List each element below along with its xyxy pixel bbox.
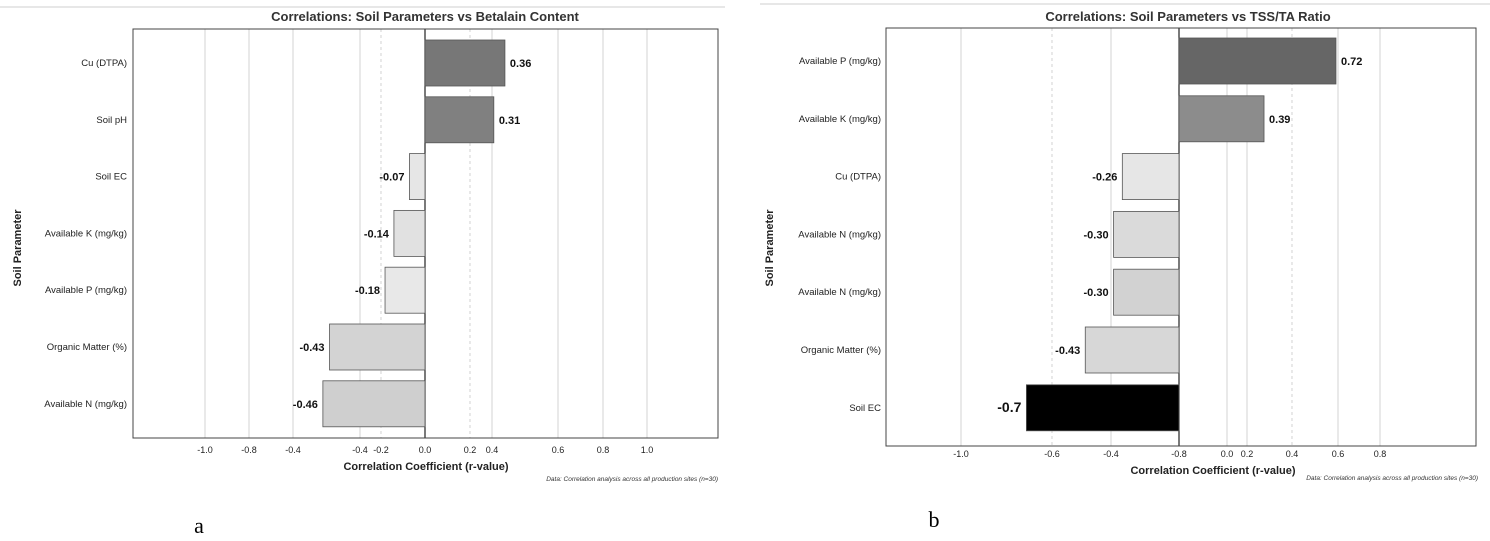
chart-a-tick-label: 0.2 — [464, 445, 477, 455]
chart-b-value-label: -0.43 — [1055, 345, 1080, 357]
chart-a-bar — [409, 153, 426, 201]
chart-a-tick-label: 0.4 — [486, 445, 499, 455]
chart-b-plot-frame — [885, 27, 1477, 447]
chart-b-category-label: Available K (mg/kg) — [799, 114, 881, 125]
chart-a-grid — [204, 29, 648, 438]
chart-b-tick-label: 0.0 — [1221, 449, 1234, 459]
chart-b-tick-label: -1.0 — [953, 449, 969, 459]
chart-b-value-labels: 0.72 0.39 -0.26 -0.30 -0.30 -0.43 -0.7 — [997, 56, 1362, 415]
chart-a-category-label: Soil EC — [95, 172, 127, 183]
chart-a-tick-label: 0.6 — [552, 445, 565, 455]
chart-a-tick-label: -0.2 — [373, 445, 389, 455]
chart-b-tick-labels: -1.0 -0.6 -0.4 -0.8 0.0 0.2 0.4 0.6 0.8 — [953, 449, 1386, 459]
chart-a-footnote: Data: Correlation analysis across all pr… — [546, 476, 718, 483]
chart-a-category-label: Available K (mg/kg) — [45, 228, 127, 239]
chart-a-tick-label: 0.0 — [419, 445, 432, 455]
chart-b-category-label: Cu (DTPA) — [835, 172, 881, 183]
chart-a-tick-label: -1.0 — [197, 445, 213, 455]
chart-a-title: Correlations: Soil Parameters vs Betalai… — [271, 9, 579, 24]
chart-b-tick-label: -0.8 — [1171, 449, 1187, 459]
chart-b-xlabel: Correlation Coefficient (r-value) — [1130, 465, 1295, 477]
chart-b-ylabel: Soil Parameter — [764, 209, 776, 287]
chart-b-bar — [1113, 210, 1180, 258]
chart-b-bar — [1113, 268, 1180, 316]
chart-b-svg: Correlations: Soil Parameters vs TSS/TA … — [760, 3, 1490, 532]
chart-a-tick-label: -0.8 — [241, 445, 257, 455]
chart-a-value-labels: 0.36 0.31 -0.07 -0.14 -0.18 -0.43 -0.46 — [293, 58, 532, 411]
chart-b-value-label: -0.7 — [997, 399, 1021, 415]
chart-a-value-label: -0.43 — [299, 342, 324, 354]
chart-b-footnote: Data: Correlation analysis across all pr… — [1306, 475, 1478, 482]
chart-b-tick-label: -0.4 — [1103, 449, 1119, 459]
chart-b-category-label: Available N (mg/kg) — [798, 229, 881, 240]
chart-b-panel-label: b — [929, 507, 940, 532]
chart-b-category-label: Available N (mg/kg) — [798, 287, 881, 298]
chart-b-category-labels: Available P (mg/kg) Available K (mg/kg) Cu… — [798, 56, 881, 414]
chart-a-tick-labels: -1.0 -0.8 -0.4 -0.4 -0.2 0.0 0.2 0.4 0.6 0.8 1.0 — [197, 445, 653, 455]
chart-a-value-label: 0.36 — [510, 58, 531, 70]
chart-a-bar — [424, 39, 506, 87]
chart-panel-b: Correlations: Soil Parameters vs TSS/TA … — [750, 0, 1490, 541]
chart-a-plot-frame — [132, 28, 719, 439]
chart-a-bar — [384, 266, 426, 314]
chart-a-tick-label: 1.0 — [641, 445, 654, 455]
chart-b-bar — [1025, 384, 1180, 432]
chart-b-value-label: -0.30 — [1084, 287, 1109, 299]
chart-b-bars — [1025, 37, 1337, 432]
chart-panel-a: Correlations: Soil Parameters vs Betalai… — [0, 0, 740, 541]
chart-a-panel-label: a — [194, 513, 204, 538]
chart-a-category-label: Organic Matter (%) — [47, 342, 127, 353]
chart-b-category-label: Soil EC — [849, 403, 881, 414]
chart-b-tick-label: -0.6 — [1044, 449, 1060, 459]
chart-a-tick-label: 0.8 — [597, 445, 610, 455]
chart-a-category-label: Soil pH — [96, 115, 127, 126]
chart-b-category-label: Organic Matter (%) — [801, 345, 881, 356]
chart-b-bar — [1178, 95, 1265, 143]
chart-b-bar — [1121, 153, 1180, 201]
chart-b-bar — [1178, 37, 1337, 85]
chart-a-bar — [424, 96, 495, 144]
chart-a-bar — [393, 209, 426, 257]
chart-a-category-label: Available N (mg/kg) — [44, 399, 127, 410]
chart-b-value-label: 0.72 — [1341, 56, 1362, 68]
chart-a-ylabel: Soil Parameter — [12, 209, 24, 287]
chart-a-category-label: Available P (mg/kg) — [45, 285, 127, 296]
chart-a-value-label: -0.18 — [355, 285, 380, 297]
chart-a-value-label: 0.31 — [499, 115, 520, 127]
chart-b-value-label: -0.30 — [1084, 229, 1109, 241]
chart-b-tick-label: 0.8 — [1374, 449, 1387, 459]
chart-b-value-label: -0.26 — [1092, 172, 1117, 184]
chart-b-value-label: 0.39 — [1269, 114, 1290, 126]
chart-a-bar — [329, 323, 426, 371]
chart-a-tick-label: -0.4 — [285, 445, 301, 455]
chart-b-bar — [1084, 326, 1180, 374]
chart-b-tick-label: 0.2 — [1241, 449, 1254, 459]
chart-a-tick-label: -0.4 — [352, 445, 368, 455]
chart-a-value-label: -0.07 — [379, 172, 404, 184]
chart-a-value-label: -0.14 — [364, 228, 390, 240]
chart-a-bar — [322, 380, 426, 428]
chart-b-tick-label: 0.4 — [1286, 449, 1299, 459]
chart-a-category-labels: Cu (DTPA) Soil pH Soil EC Available K (mg/k… — [44, 58, 127, 410]
chart-a-xlabel: Correlation Coefficient (r-value) — [343, 461, 508, 473]
chart-a-bars — [322, 39, 506, 428]
chart-b-tick-label: 0.6 — [1332, 449, 1345, 459]
chart-b-title: Correlations: Soil Parameters vs TSS/TA … — [1045, 9, 1330, 24]
chart-a-value-label: -0.46 — [293, 399, 318, 411]
chart-b-category-label: Available P (mg/kg) — [799, 56, 881, 67]
chart-a-category-label: Cu (DTPA) — [81, 58, 127, 69]
chart-a-svg: Correlations: Soil Parameters vs Betalai… — [0, 6, 725, 538]
